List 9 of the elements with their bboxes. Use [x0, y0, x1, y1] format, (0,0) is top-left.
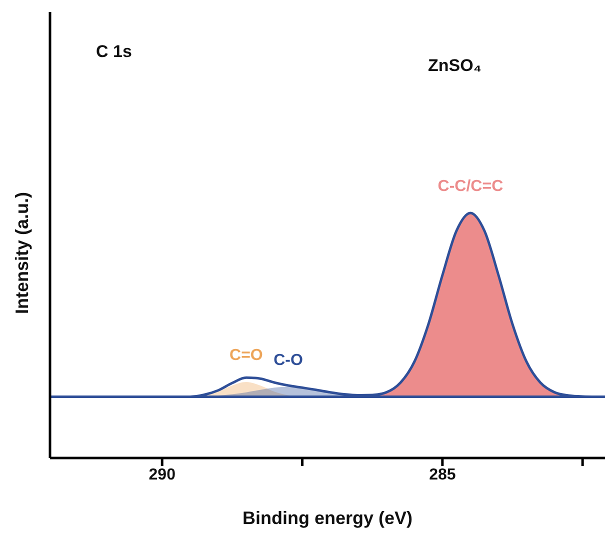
- series-label: C-O: [274, 352, 303, 369]
- text: ZnSO₄: [428, 56, 482, 76]
- text: C 1s: [96, 42, 132, 62]
- x-tick-label: 285: [429, 466, 456, 484]
- series-label: C=O: [230, 347, 263, 364]
- y-axis-title: Intensity (a.u.): [12, 191, 33, 316]
- series-label: C-C/C=C: [438, 178, 504, 195]
- x-tick-label: 290: [148, 466, 176, 484]
- x-axis-title: Binding energy (eV): [242, 508, 413, 528]
